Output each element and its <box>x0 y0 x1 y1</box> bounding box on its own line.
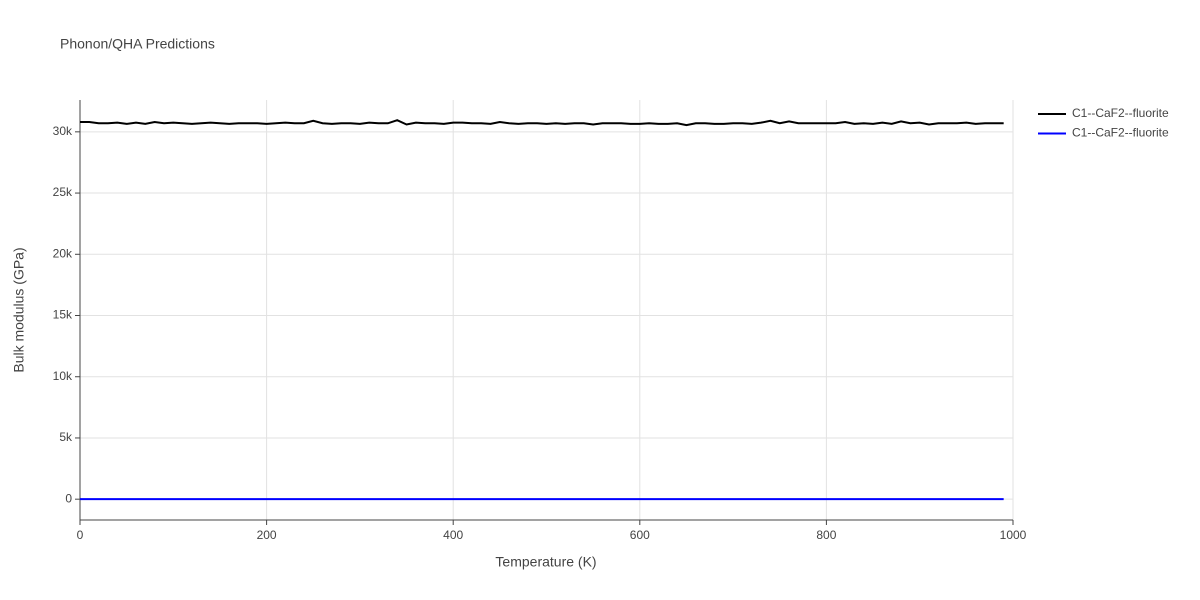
legend-label: C1--CaF2--fluorite <box>1072 106 1169 120</box>
chart-title: Phonon/QHA Predictions <box>60 36 215 52</box>
y-tick-label: 10k <box>53 369 73 383</box>
x-tick-label: 800 <box>816 528 836 542</box>
y-tick-label: 15k <box>53 308 73 322</box>
x-tick-label: 0 <box>77 528 84 542</box>
y-axis-label: Bulk modulus (GPa) <box>11 247 27 372</box>
y-tick-label: 25k <box>53 185 73 199</box>
x-tick-label: 1000 <box>1000 528 1027 542</box>
y-tick-label: 0 <box>65 491 72 505</box>
x-tick-label: 400 <box>443 528 463 542</box>
y-tick-label: 20k <box>53 246 73 260</box>
x-axis-label: Temperature (K) <box>495 554 596 570</box>
x-tick-label: 600 <box>630 528 650 542</box>
y-tick-label: 5k <box>59 430 73 444</box>
data-line <box>80 119 1004 127</box>
y-tick-label: 30k <box>53 124 73 138</box>
x-tick-label: 200 <box>257 528 277 542</box>
legend-label: C1--CaF2--fluorite <box>1072 126 1169 140</box>
